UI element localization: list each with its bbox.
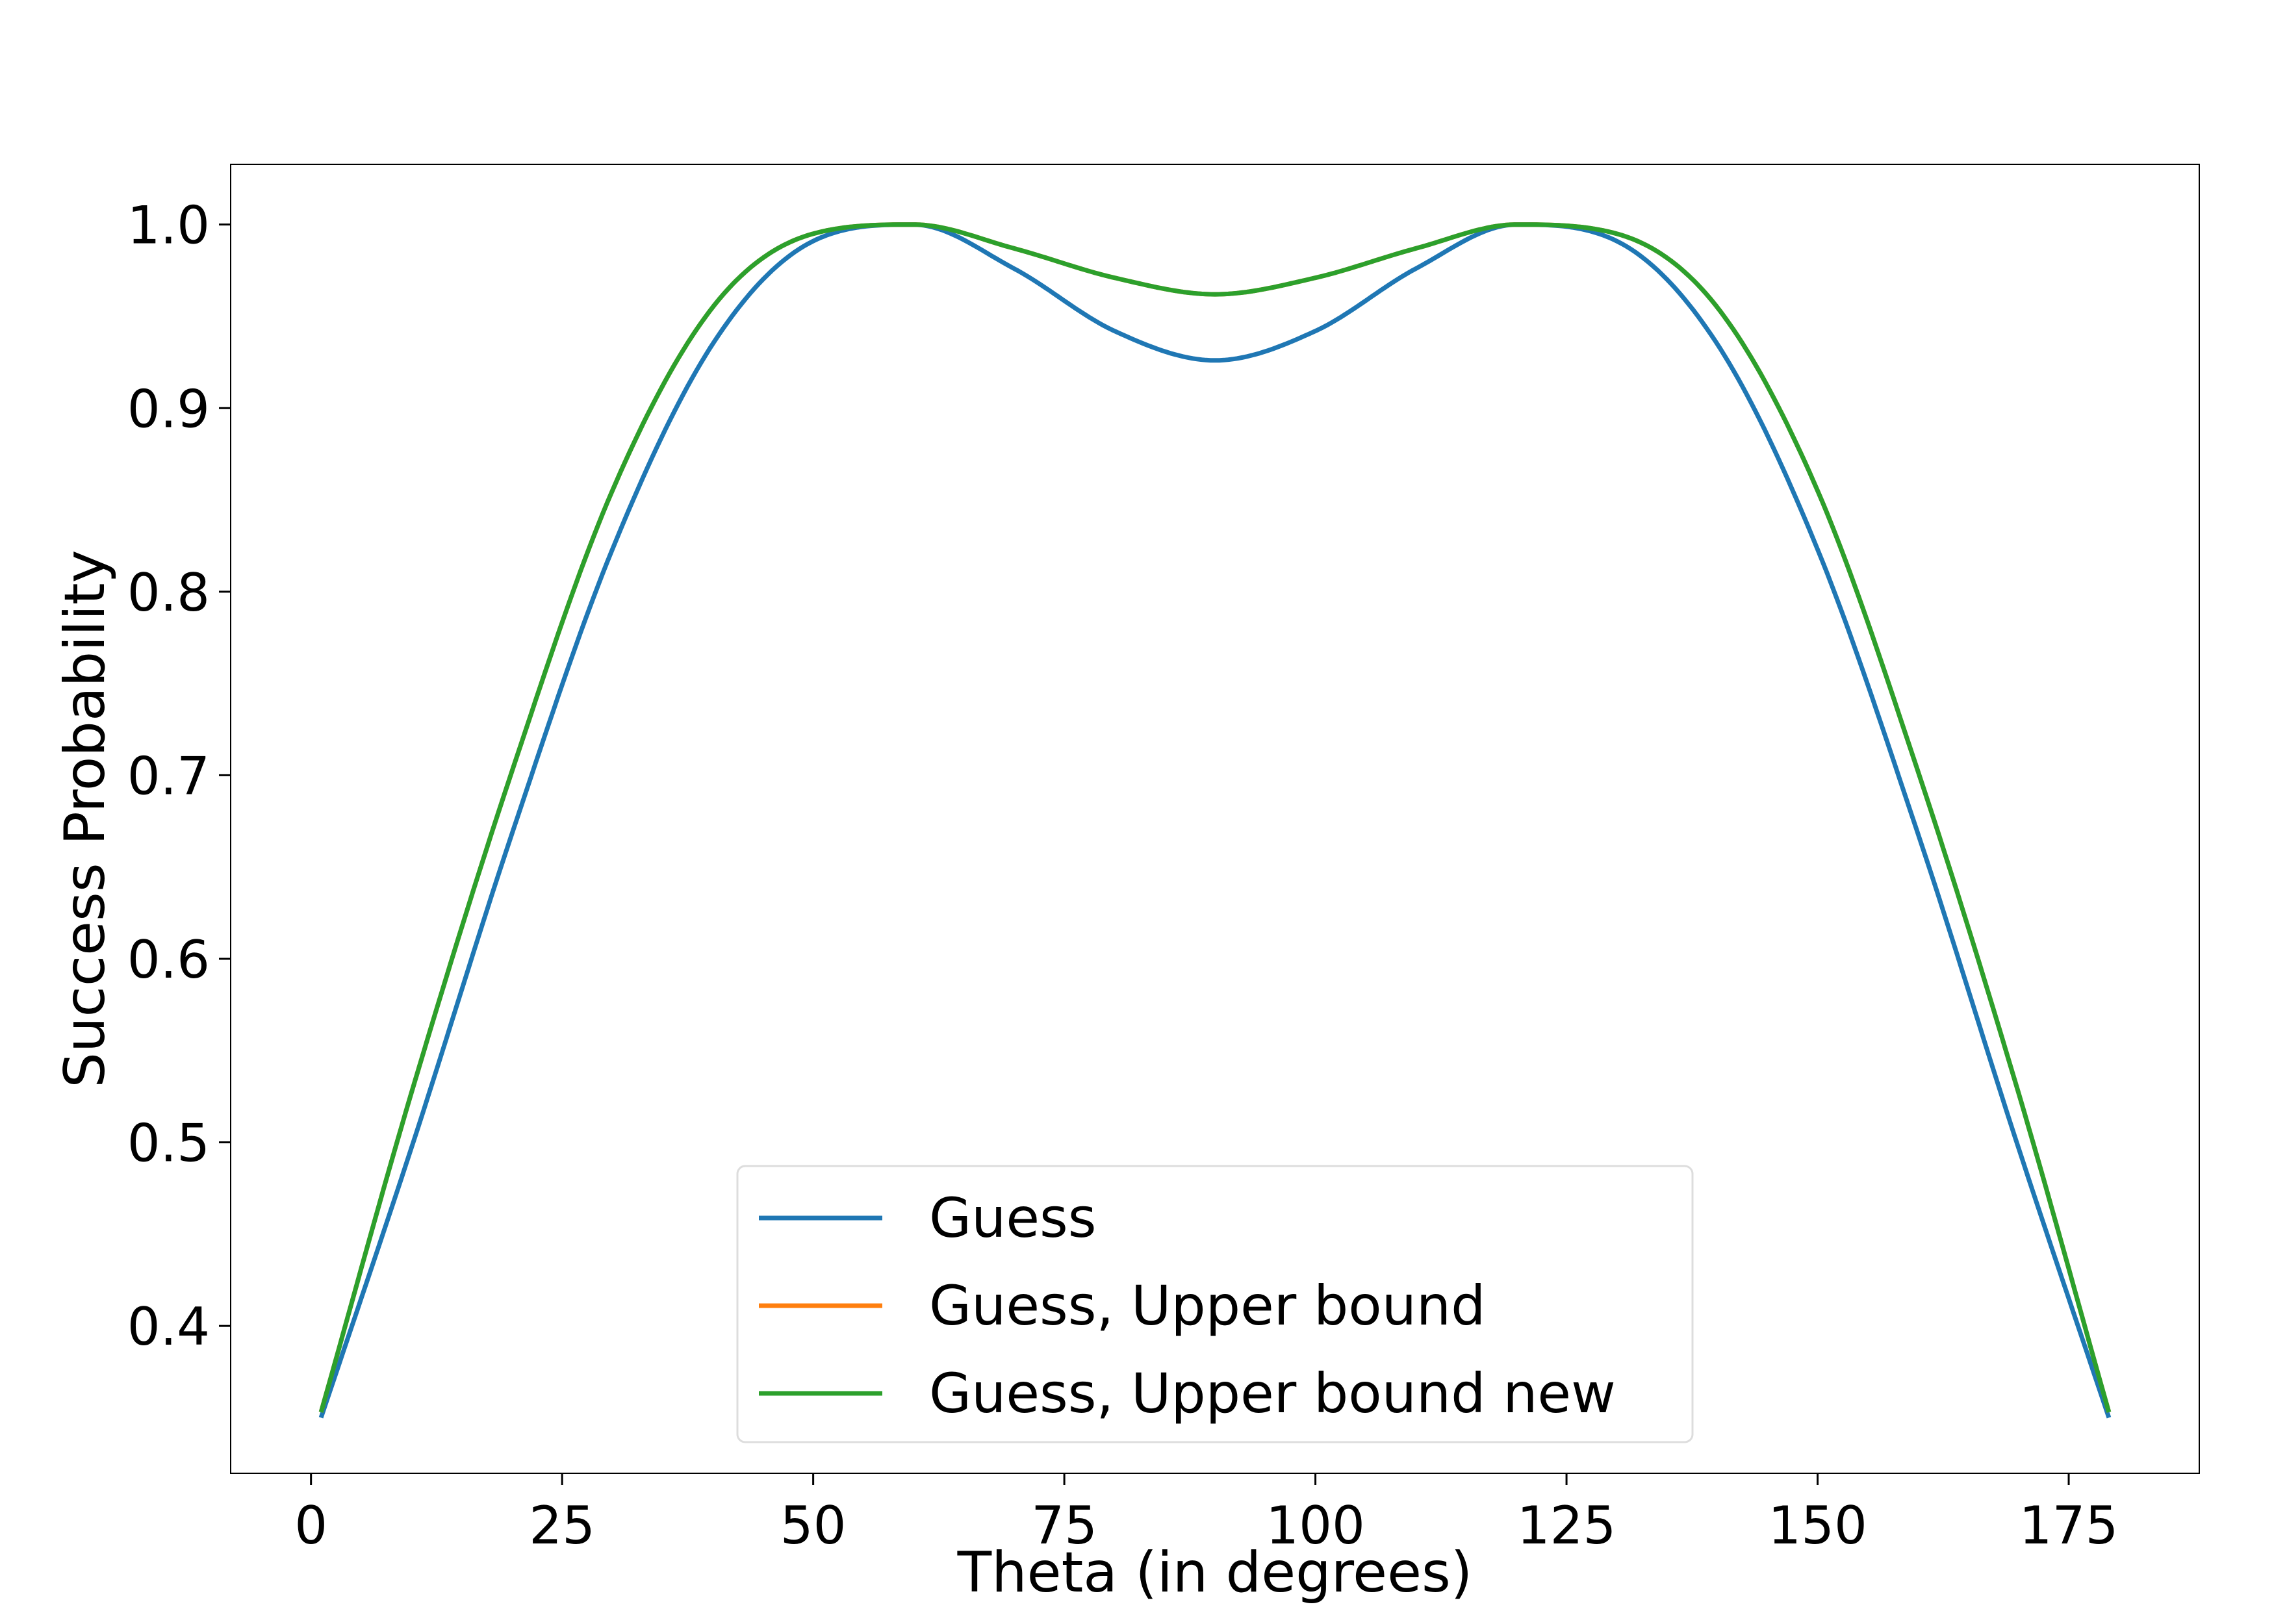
legend-entry-label: Guess, Upper bound xyxy=(929,1274,1486,1338)
series-lines xyxy=(318,222,2112,1419)
y-tick-label: 0.9 xyxy=(127,379,210,439)
plot-area-frame xyxy=(230,164,2200,1474)
axis-ticks: 0 25 50 75 100 125 150 175 0.4 0.5 0.6 0.7 0.8 0.9 1.0 xyxy=(127,196,2119,1556)
y-tick-label: 0.5 xyxy=(127,1113,210,1174)
legend: Guess Guess, Upper bound Guess, Upper boun… xyxy=(736,1165,1694,1443)
y-tick-label: 0.4 xyxy=(127,1297,210,1357)
x-tick-label: 50 xyxy=(780,1495,847,1556)
legend-entry-label: Guess, Upper bound new xyxy=(929,1362,1616,1425)
y-tick-label: 0.7 xyxy=(127,746,210,806)
x-tick-label: 125 xyxy=(1517,1495,1616,1556)
y-axis-label: Success Probability xyxy=(53,550,118,1087)
x-tick-label: 100 xyxy=(1266,1495,1365,1556)
legend-box xyxy=(736,1165,1694,1443)
y-tick-label: 0.6 xyxy=(127,930,210,990)
legend-entry-label: Guess xyxy=(929,1186,1097,1250)
x-tick-label: 150 xyxy=(1768,1495,1867,1556)
y-tick-label: 1.0 xyxy=(127,196,210,256)
series-line-1 xyxy=(318,222,2112,1419)
x-axis-label: Theta (in degrees) xyxy=(957,1540,1473,1605)
series-line-3 xyxy=(318,222,2112,1413)
x-tick-label: 25 xyxy=(529,1495,595,1556)
y-tick-label: 0.8 xyxy=(127,563,210,623)
x-tick-label: 175 xyxy=(2019,1495,2119,1556)
x-tick-label: 75 xyxy=(1031,1495,1097,1556)
x-tick-label: 0 xyxy=(294,1495,327,1556)
